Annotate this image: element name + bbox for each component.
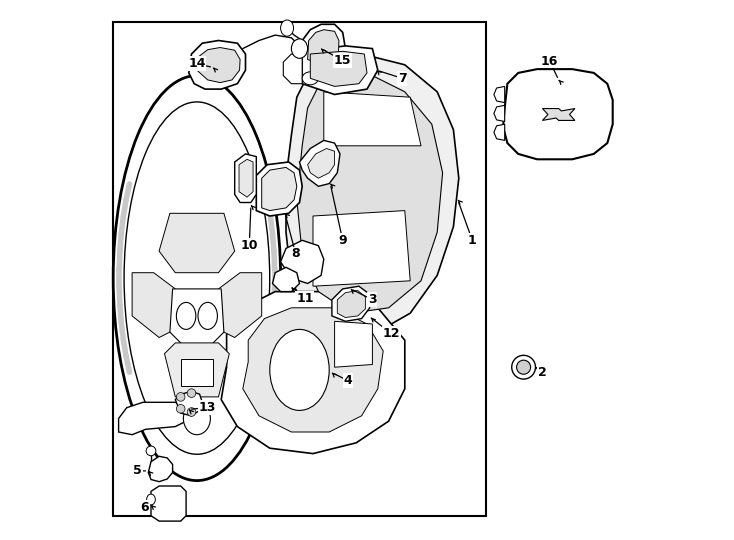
Polygon shape — [494, 86, 505, 103]
Text: 5: 5 — [133, 464, 142, 477]
Polygon shape — [332, 286, 370, 321]
Polygon shape — [151, 486, 186, 521]
Text: 9: 9 — [338, 234, 347, 247]
Text: 3: 3 — [368, 293, 377, 306]
FancyBboxPatch shape — [181, 359, 213, 386]
Ellipse shape — [291, 39, 308, 58]
Ellipse shape — [270, 329, 330, 410]
Polygon shape — [221, 292, 404, 454]
Ellipse shape — [124, 102, 269, 454]
Text: 2: 2 — [538, 366, 547, 379]
Text: 12: 12 — [382, 327, 400, 340]
Polygon shape — [235, 154, 256, 202]
Polygon shape — [310, 51, 367, 86]
Text: 14: 14 — [188, 57, 206, 70]
Ellipse shape — [113, 76, 280, 481]
Ellipse shape — [184, 402, 211, 435]
Polygon shape — [338, 291, 366, 318]
Ellipse shape — [512, 355, 536, 379]
Polygon shape — [503, 69, 613, 159]
Text: 8: 8 — [291, 247, 300, 260]
Text: 6: 6 — [140, 501, 149, 514]
Polygon shape — [243, 308, 383, 432]
Polygon shape — [175, 392, 203, 416]
Polygon shape — [262, 167, 297, 211]
Text: 7: 7 — [398, 72, 407, 85]
Ellipse shape — [187, 408, 196, 416]
Text: 1: 1 — [468, 234, 476, 247]
Polygon shape — [170, 289, 224, 348]
Polygon shape — [197, 48, 240, 83]
Text: 16: 16 — [541, 55, 559, 68]
Polygon shape — [132, 273, 181, 338]
Ellipse shape — [198, 302, 217, 329]
Text: 4: 4 — [344, 374, 352, 387]
Polygon shape — [239, 159, 253, 197]
Text: 15: 15 — [334, 54, 352, 67]
Ellipse shape — [302, 72, 319, 85]
Polygon shape — [119, 402, 186, 435]
Polygon shape — [286, 54, 459, 335]
Ellipse shape — [176, 404, 185, 413]
FancyBboxPatch shape — [113, 22, 486, 516]
Polygon shape — [494, 105, 505, 122]
Polygon shape — [324, 92, 421, 146]
Polygon shape — [542, 109, 575, 120]
Ellipse shape — [187, 389, 196, 397]
Polygon shape — [308, 30, 339, 64]
Polygon shape — [189, 40, 245, 89]
Polygon shape — [308, 148, 335, 178]
Polygon shape — [148, 456, 172, 482]
Polygon shape — [272, 267, 299, 292]
Ellipse shape — [146, 446, 156, 456]
Polygon shape — [299, 24, 346, 68]
Polygon shape — [494, 124, 505, 140]
Ellipse shape — [280, 20, 294, 36]
Polygon shape — [256, 162, 302, 216]
Polygon shape — [213, 273, 262, 338]
Ellipse shape — [176, 393, 185, 401]
Ellipse shape — [176, 302, 196, 329]
Polygon shape — [302, 46, 378, 94]
Text: 13: 13 — [199, 401, 217, 414]
Polygon shape — [280, 240, 324, 284]
Polygon shape — [299, 140, 340, 186]
Polygon shape — [283, 54, 302, 84]
Polygon shape — [313, 211, 410, 286]
Ellipse shape — [517, 360, 531, 374]
Polygon shape — [159, 213, 235, 273]
Polygon shape — [297, 76, 443, 313]
Ellipse shape — [147, 494, 156, 505]
Polygon shape — [335, 321, 372, 367]
Polygon shape — [164, 343, 229, 397]
Text: 11: 11 — [296, 292, 313, 305]
Text: 10: 10 — [241, 239, 258, 252]
